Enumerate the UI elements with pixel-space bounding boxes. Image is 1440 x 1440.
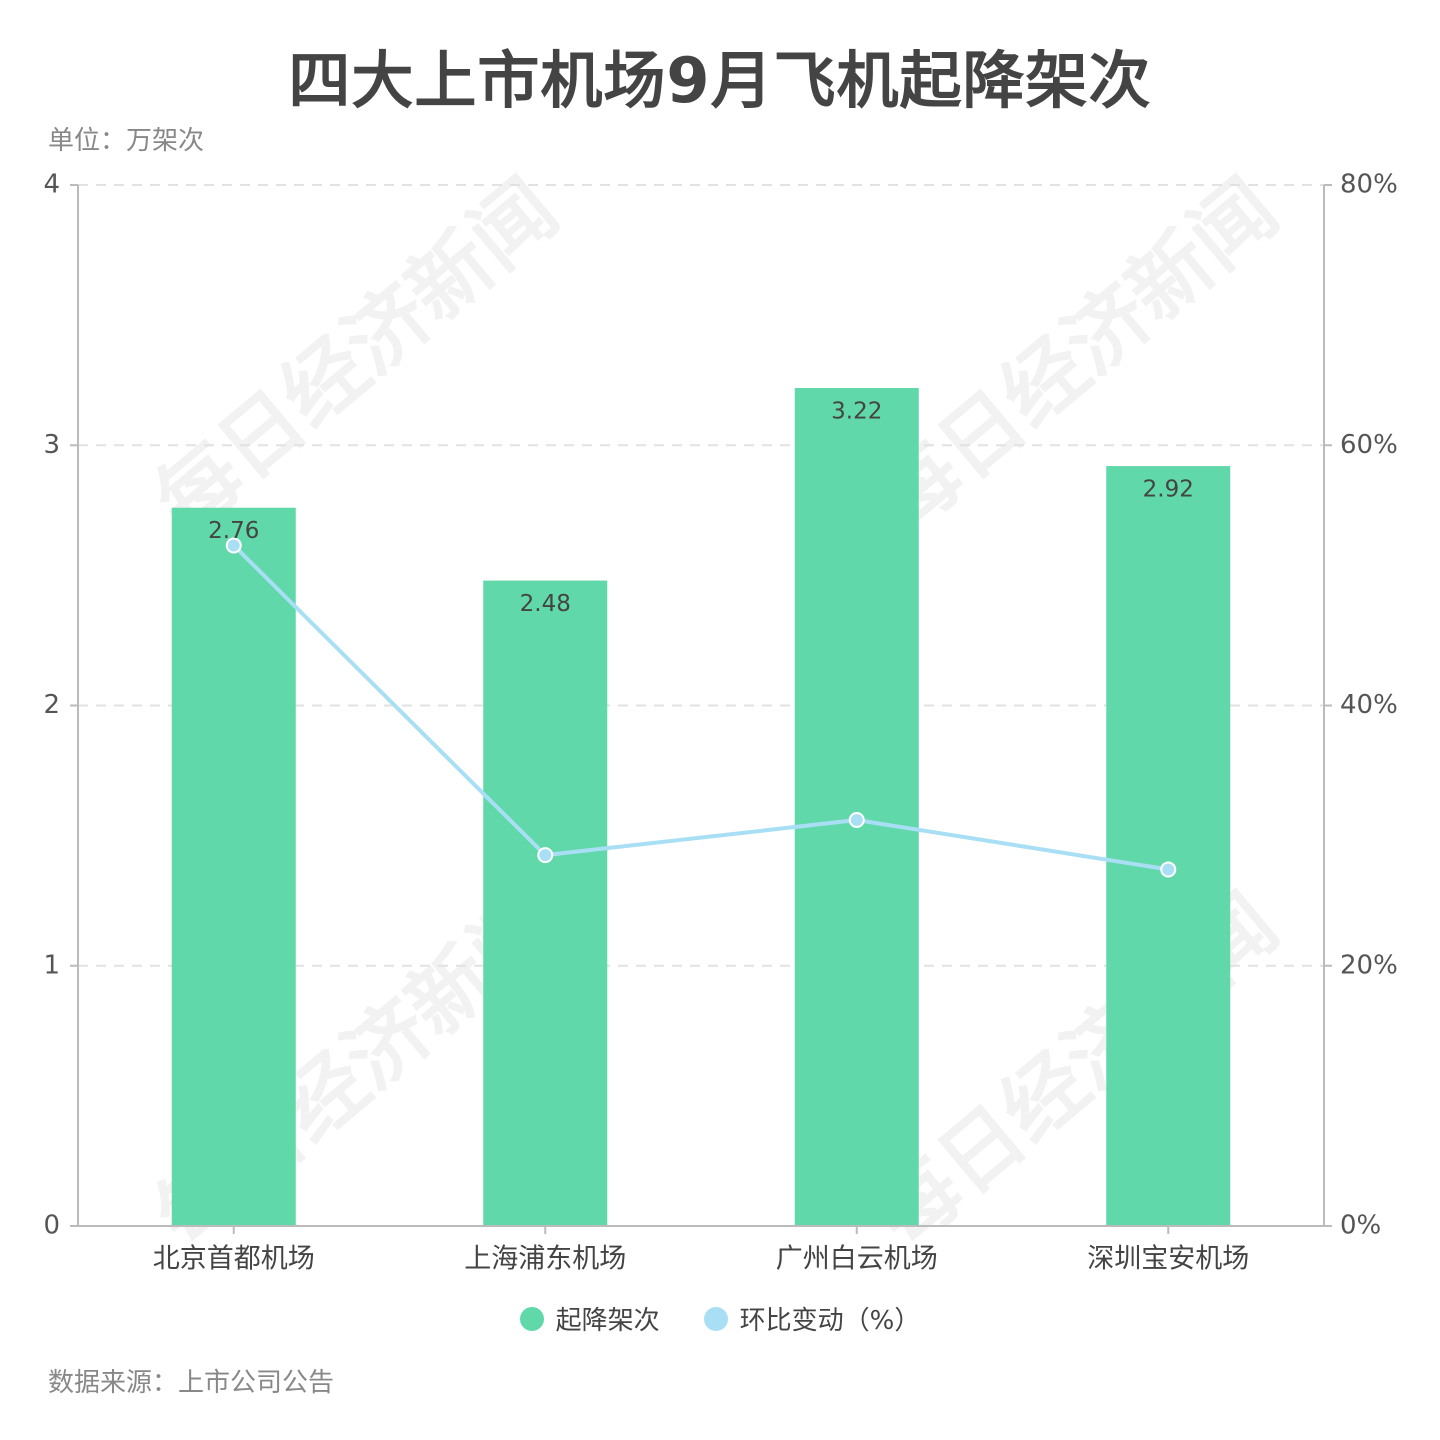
legend-dot-line-icon xyxy=(703,1306,728,1331)
bar-value-label-0: 2.76 xyxy=(208,518,259,544)
left-tick-label-0: 0 xyxy=(43,1211,60,1241)
bar-0 xyxy=(171,507,296,1227)
line-point-3 xyxy=(1160,861,1177,878)
unit-label: 单位：万架次 xyxy=(48,126,205,156)
chart-title: 四大上市机场9月飞机起降架次 xyxy=(288,44,1152,117)
bar-value-label-2: 3.22 xyxy=(831,398,882,424)
x-tick-label-0: 北京首都机场 xyxy=(153,1244,315,1275)
line-point-1 xyxy=(537,847,554,864)
bar-value-label-3: 2.92 xyxy=(1143,477,1194,503)
x-tick-label-2: 广州白云机场 xyxy=(776,1244,938,1275)
bar-value-label-1: 2.48 xyxy=(520,591,571,617)
legend: 起降架次 环比变动（%） xyxy=(0,1300,1440,1337)
data-source: 数据来源：上市公司公告 xyxy=(48,1368,335,1398)
legend-label-line: 环比变动（%） xyxy=(739,1306,921,1336)
bar-3 xyxy=(1106,466,1231,1226)
right-tick-label-0: 0% xyxy=(1340,1211,1381,1241)
right-tick-label-2: 40% xyxy=(1340,690,1398,720)
watermark-text-0: 每日经济新闻 xyxy=(138,162,576,551)
bar-2 xyxy=(794,387,919,1226)
right-tick-label-3: 60% xyxy=(1340,430,1398,460)
right-tick-label-1: 20% xyxy=(1340,950,1398,980)
line-point-0 xyxy=(225,537,242,554)
x-tick-label-3: 深圳宝安机场 xyxy=(1087,1244,1249,1275)
legend-item-bar[interactable]: 起降架次 xyxy=(519,1300,660,1337)
line-point-2 xyxy=(848,812,865,829)
x-tick-label-1: 上海浦东机场 xyxy=(464,1244,626,1275)
legend-item-line[interactable]: 环比变动（%） xyxy=(703,1300,921,1337)
legend-label-bar: 起降架次 xyxy=(555,1306,660,1336)
bar-1 xyxy=(483,580,608,1226)
legend-dot-bar-icon xyxy=(519,1306,544,1331)
left-tick-label-3: 3 xyxy=(43,430,60,460)
left-tick-label-1: 1 xyxy=(43,950,60,980)
right-tick-label-4: 80% xyxy=(1340,170,1398,200)
left-tick-label-2: 2 xyxy=(43,690,60,720)
left-tick-label-4: 4 xyxy=(43,170,60,200)
line-series-path xyxy=(232,544,1169,872)
